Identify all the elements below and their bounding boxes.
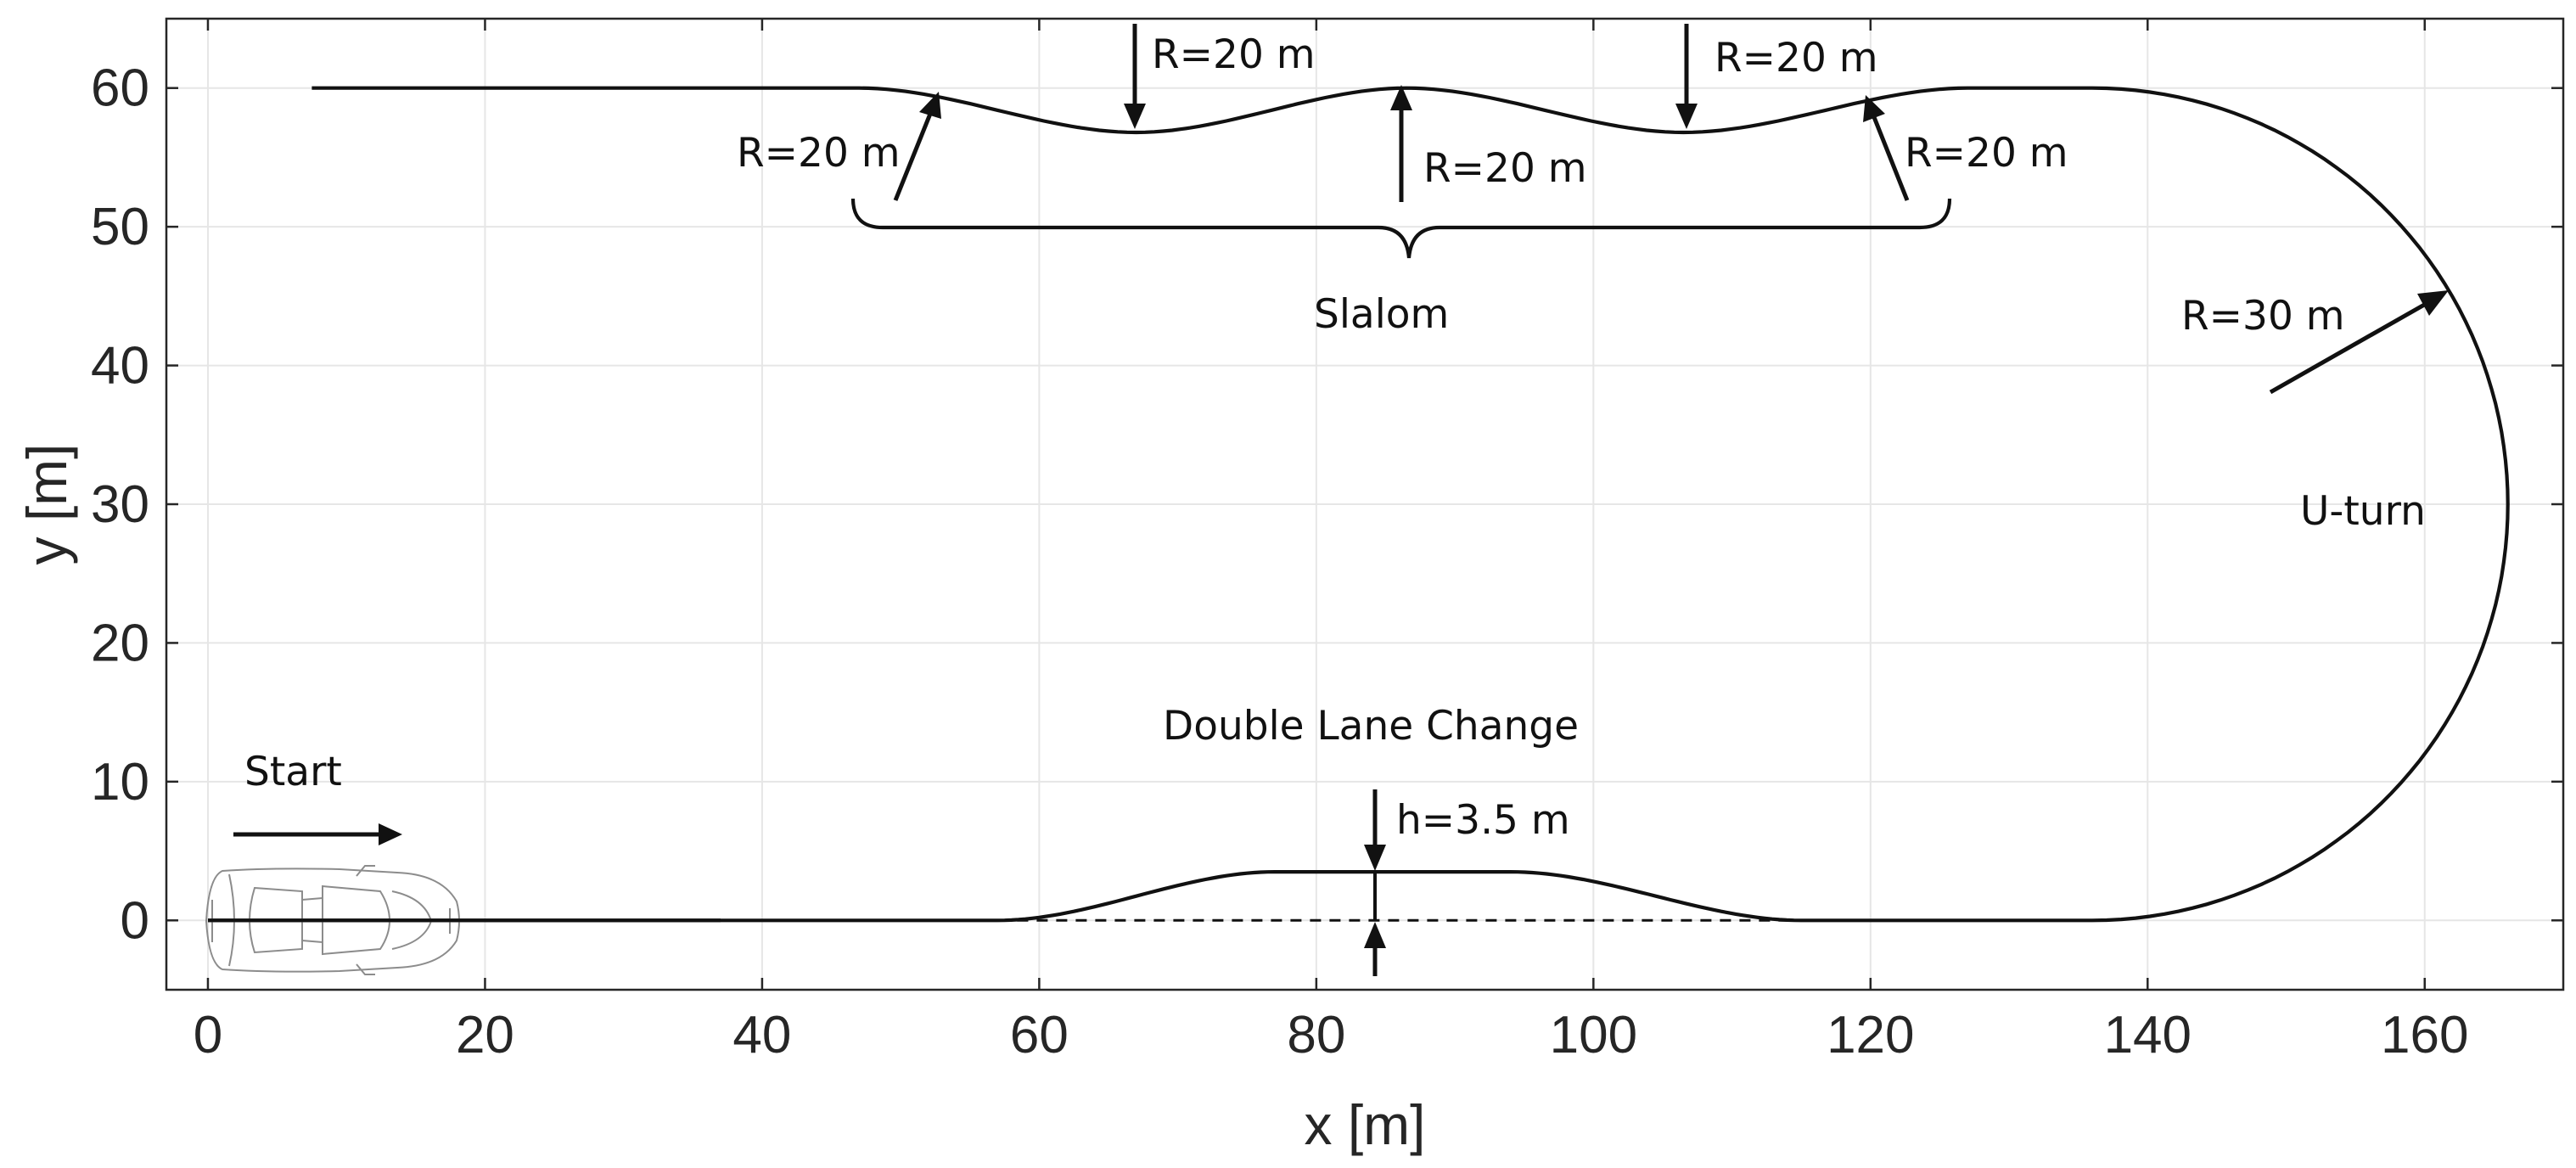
r20-label-a: R=20 m [737, 130, 901, 177]
slalom-brace [850, 198, 1952, 259]
r20-arrow-e [1872, 116, 1910, 201]
x-tick-label: 80 [1287, 1006, 1345, 1064]
y-tick-labels: 0 10 20 30 40 50 60 [91, 59, 149, 951]
x-tick-label: 20 [456, 1006, 514, 1064]
x-tick-label: 120 [1827, 1006, 1914, 1064]
y-tick-label: 20 [91, 614, 149, 672]
x-tick-label: 40 [732, 1006, 791, 1064]
axis-ticks [166, 19, 2563, 990]
annotation-arrows [233, 24, 2449, 976]
double-lane-change-label: Double Lane Change [1163, 703, 1579, 750]
y-tick-label: 10 [91, 753, 149, 811]
x-tick-label: 0 [194, 1006, 222, 1064]
r30-arrow [2269, 301, 2427, 395]
r20-label-c: R=20 m [1423, 145, 1587, 192]
y-axis-label: y [m] [15, 444, 78, 565]
trajectory-path [208, 86, 2510, 923]
grid-lines [166, 19, 2563, 990]
x-tick-label: 60 [1010, 1006, 1069, 1064]
y-tick-label: 0 [121, 891, 149, 950]
slalom-label: Slalom [1314, 291, 1449, 338]
x-tick-label: 100 [1550, 1006, 1637, 1064]
annotation-labels: Start Double Lane Change h=3.5 m U-turn … [244, 31, 2426, 844]
r20-arrowhead-a [919, 92, 941, 119]
y-tick-label: 60 [91, 59, 149, 118]
r20-label-d: R=20 m [1715, 35, 1878, 81]
u-turn-label: U-turn [2300, 488, 2426, 535]
r30-arrowhead [2417, 290, 2449, 316]
start-label: Start [244, 749, 342, 795]
r20-label-e: R=20 m [1905, 130, 2068, 177]
start-arrowhead [379, 823, 402, 845]
r30-label: R=30 m [2181, 293, 2345, 340]
r20-arrowhead-e [1863, 95, 1885, 122]
y-tick-label: 50 [91, 198, 149, 256]
r20-arrow-a [893, 113, 933, 201]
x-tick-label: 160 [2381, 1006, 2468, 1064]
y-tick-label: 30 [91, 475, 149, 534]
r20-arrowhead-c [1390, 85, 1412, 110]
x-tick-label: 140 [2104, 1006, 2192, 1064]
x-axis-label: x [m] [1305, 1093, 1426, 1156]
r20-arrowhead-b [1124, 104, 1146, 129]
height-label: h=3.5 m [1396, 797, 1570, 844]
r20-label-b: R=20 m [1152, 31, 1316, 78]
height-arrowhead-down [1364, 845, 1386, 871]
r20-arrowhead-d [1675, 104, 1698, 129]
height-arrowhead-up [1364, 922, 1386, 948]
x-tick-labels: 0 20 40 60 80 100 120 140 160 [194, 1006, 2469, 1064]
y-tick-label: 40 [91, 337, 149, 396]
